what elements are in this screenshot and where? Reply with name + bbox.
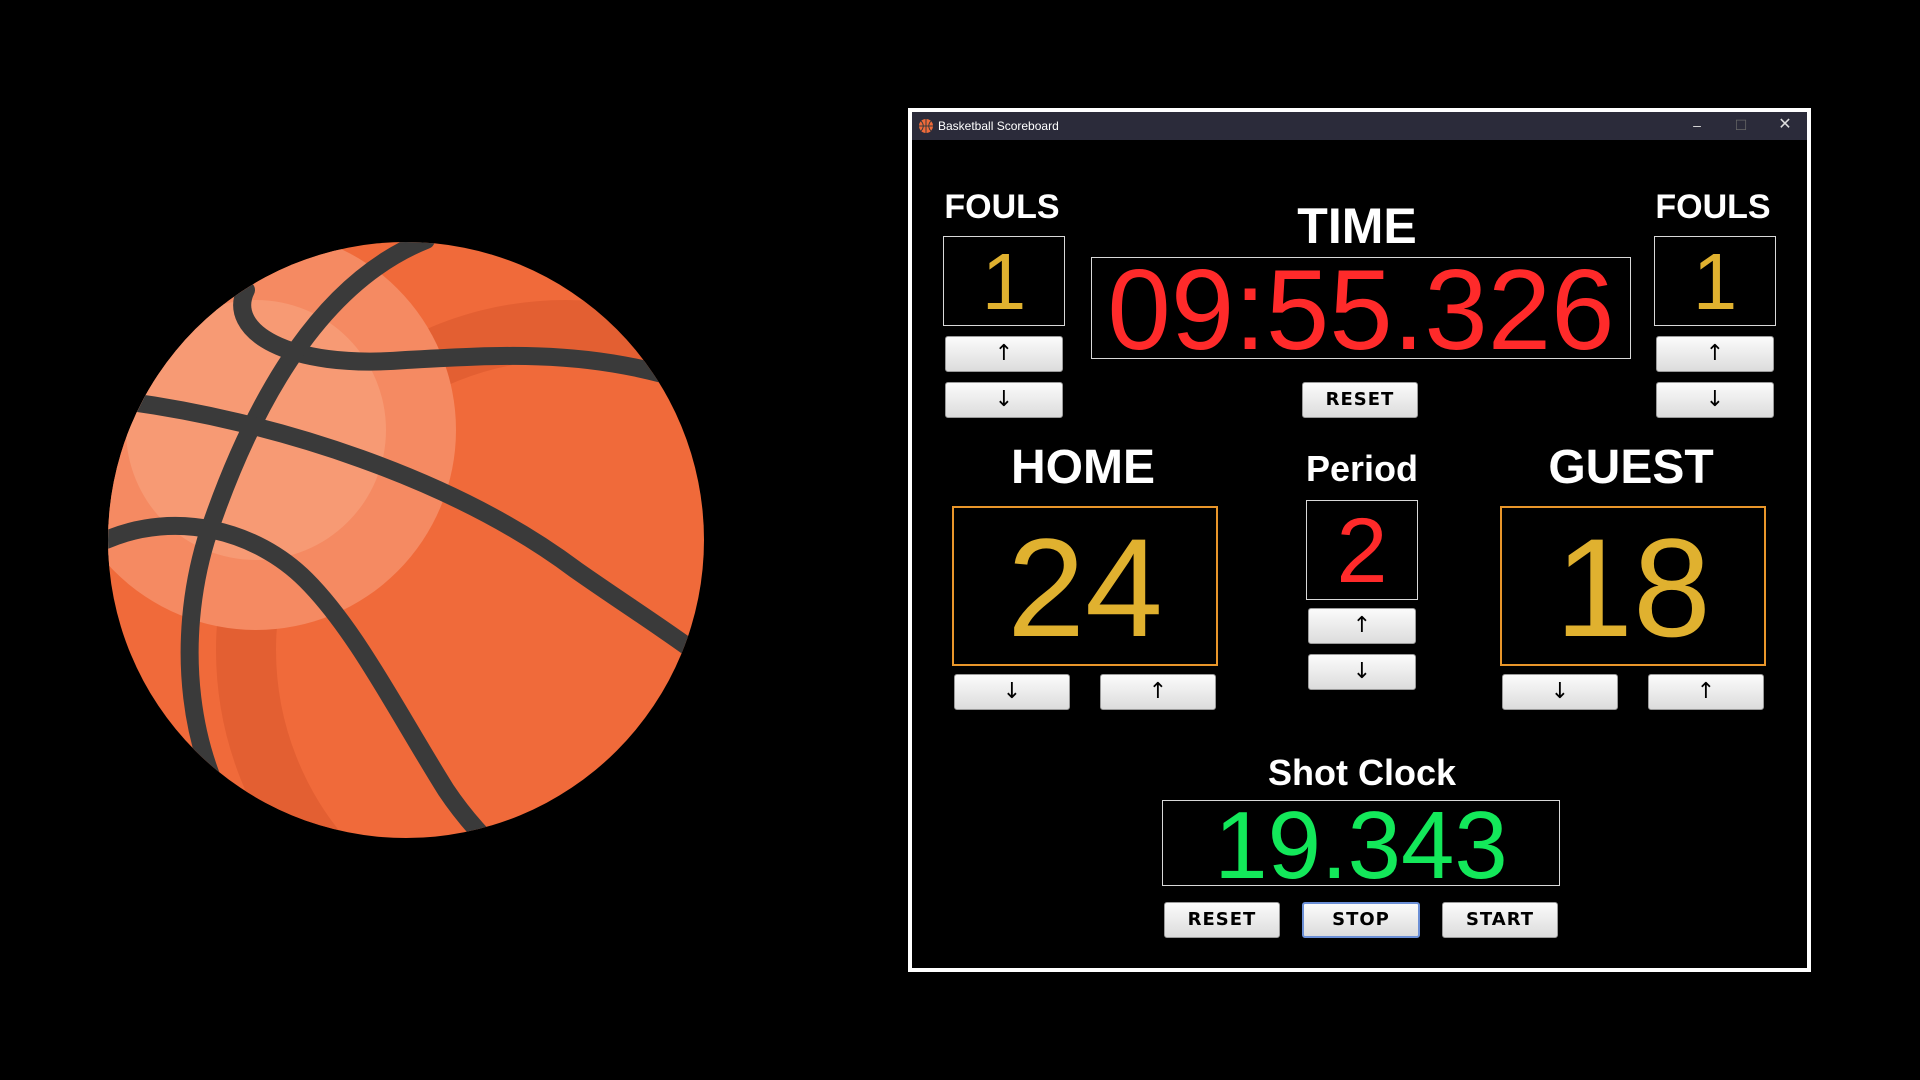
period-down-button[interactable]: ↓ — [1308, 654, 1416, 690]
home-label: HOME — [1011, 441, 1155, 494]
fouls-left-label: FOULS — [944, 188, 1060, 226]
fouls-left-display: 1 — [943, 236, 1065, 326]
home-score-display: 24 — [952, 506, 1218, 666]
fouls-left-down-button[interactable]: ↓ — [945, 382, 1063, 418]
guest-score-display: 18 — [1500, 506, 1766, 666]
guest-score-down-button[interactable]: ↓ — [1502, 674, 1618, 710]
guest-label: GUEST — [1548, 441, 1714, 494]
fouls-right-down-button[interactable]: ↓ — [1656, 382, 1774, 418]
basketball-illustration — [108, 242, 704, 838]
period-up-button[interactable]: ↑ — [1308, 608, 1416, 644]
home-score-up-button[interactable]: ↑ — [1100, 674, 1216, 710]
minimize-button[interactable]: – — [1693, 117, 1701, 133]
shot-clock-display: 19.343 — [1162, 798, 1560, 894]
shot-clock-reset-button[interactable]: RESET — [1164, 902, 1280, 938]
period-display: 2 — [1306, 500, 1418, 601]
shot-clock-label: Shot Clock — [1267, 752, 1456, 793]
maximize-button[interactable]: ☐ — [1734, 117, 1748, 133]
time-label: TIME — [1297, 198, 1417, 254]
title-bar: Basketball Scoreboard – ☐ ✕ — [912, 112, 1807, 140]
time-reset-button[interactable]: RESET — [1302, 382, 1418, 418]
basketball-app-icon — [919, 119, 933, 133]
scoreboard-window: Basketball Scoreboard – ☐ ✕ FOULS 1 ↑ ↓ … — [908, 108, 1811, 972]
window-title: Basketball Scoreboard — [938, 119, 1059, 133]
fouls-right-display: 1 — [1654, 236, 1776, 326]
fouls-right-label: FOULS — [1655, 188, 1771, 226]
home-score-down-button[interactable]: ↓ — [954, 674, 1070, 710]
guest-score-up-button[interactable]: ↑ — [1648, 674, 1764, 710]
fouls-right-up-button[interactable]: ↑ — [1656, 336, 1774, 372]
shot-clock-stop-button[interactable]: STOP — [1302, 902, 1420, 938]
time-display: 09:55.326 — [1091, 254, 1631, 368]
period-label: Period — [1305, 448, 1419, 489]
close-button[interactable]: ✕ — [1778, 116, 1792, 133]
shot-clock-start-button[interactable]: START — [1442, 902, 1558, 938]
fouls-left-up-button[interactable]: ↑ — [945, 336, 1063, 372]
